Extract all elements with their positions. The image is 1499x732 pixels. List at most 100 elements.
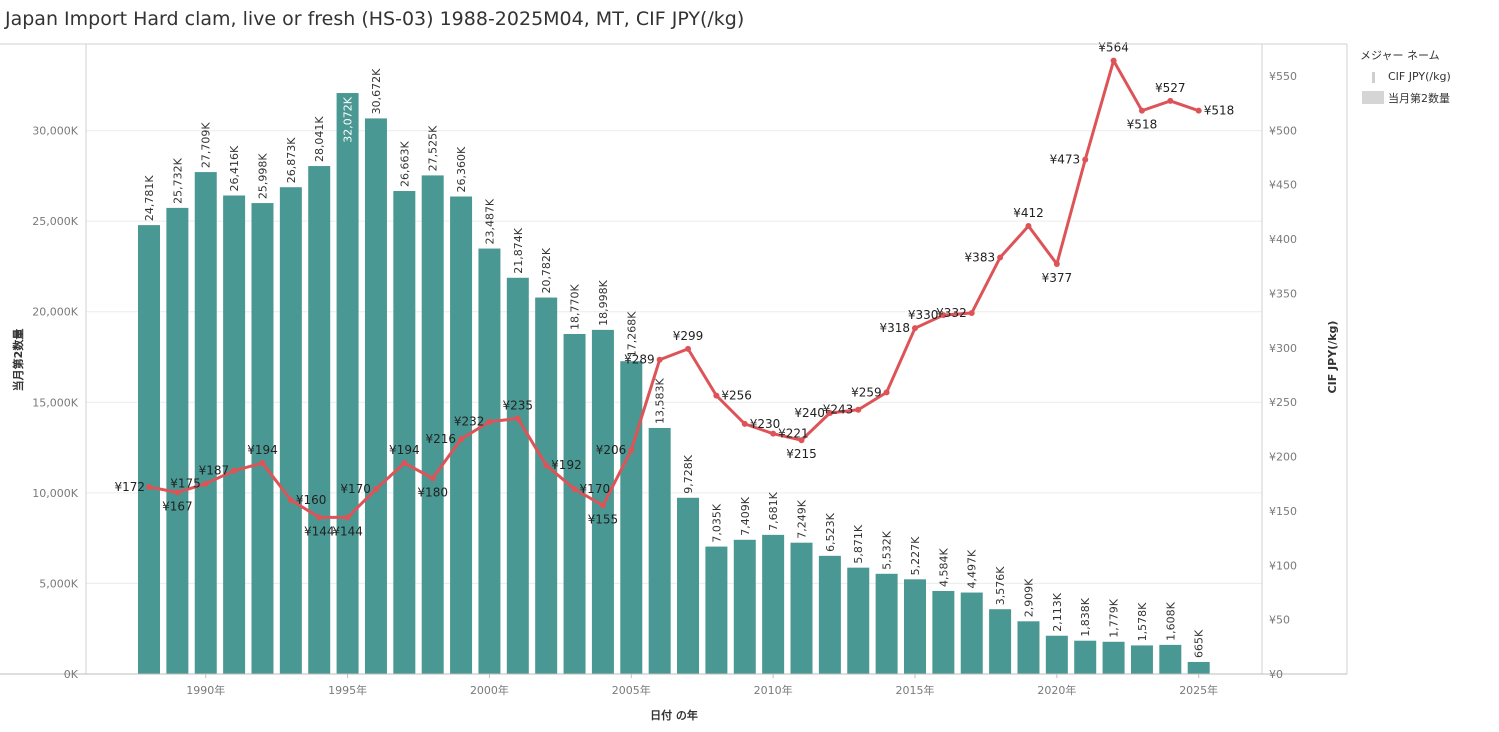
price-point [344,514,351,521]
y-tick-label: 30,000K [32,125,78,138]
price-point [1053,261,1060,268]
price-point [146,483,152,490]
bar-value-label: 1,779K [1108,598,1121,637]
price-point [174,489,181,496]
bar [563,333,586,674]
bar-value-label: 7,409K [739,496,752,535]
price-value-label: ¥240 [794,406,825,420]
price-point [855,406,862,413]
chart-title: Japan Import Hard clam, live or fresh (H… [5,8,745,30]
y2-tick-label: ¥0 [1269,668,1283,681]
y2-tick-label: ¥250 [1269,396,1297,409]
price-value-label: ¥155 [588,512,619,526]
bar [989,609,1012,674]
price-line [147,59,1201,519]
price-value-label: ¥221 [778,427,809,441]
price-point [316,514,323,521]
price-value-label: ¥243 [823,403,854,417]
y2-tick-label: ¥100 [1269,559,1297,572]
bar [818,555,841,674]
legend-item-quantity[interactable]: 当月第2数量 [1360,89,1450,109]
price-value-label: ¥172 [114,480,145,494]
bar [1130,645,1153,674]
y2-tick-label: ¥500 [1269,124,1297,137]
bar-value-label: 24,781K [143,175,156,221]
price-value-label: ¥192 [551,458,582,472]
axes: 0K 5,000K 10,000K 15,000K 20,000K 25,000K 30,0… [0,43,1348,722]
price-point [628,446,635,453]
bar-value-label: 17,268K [625,311,638,357]
legend-title: メジャー ネーム [1360,49,1440,62]
bar-value-label: 1,578K [1136,602,1149,641]
x-tick-label: 2005年 [612,683,651,697]
price-point [571,486,578,493]
bar [421,175,444,674]
x-tick-label: 2015年 [895,683,934,697]
price-point [713,392,720,399]
y2-tick-label: ¥150 [1269,505,1297,518]
price-value-label: ¥527 [1155,81,1186,95]
price-value-label: ¥187 [199,464,230,478]
price-point [1167,97,1174,104]
bar-value-label: 26,416K [228,145,241,191]
price-value-label: ¥144 [304,524,335,538]
bar-value-label: 25,732K [171,157,184,203]
price-value-label: ¥412 [1013,206,1044,220]
price-point [741,420,748,427]
bar [506,277,529,674]
bar [847,567,870,674]
price-value-label: ¥289 [624,353,655,367]
price-value-label: ¥235 [503,398,534,412]
y-tick-label: 20,000K [32,306,78,319]
bar-value-label: 6,523K [824,512,837,551]
bar-value-label: 18,998K [597,279,610,325]
bar-value-label: 13,583K [654,377,667,423]
price-point [997,254,1004,261]
x-tick-label: 2025年 [1179,683,1218,697]
bar [535,297,558,674]
price-point [287,497,294,504]
bar [1187,661,1210,674]
line-series [146,57,1202,521]
bar-value-label: 5,532K [881,530,894,569]
y-tick-label: 10,000K [32,487,78,500]
price-value-label: ¥216 [426,432,457,446]
bar-labels: 24,781K 25,732K 27,709K 26,416K 25,998K 26,87… [143,68,1206,658]
bar-value-label: 2,909K [1022,578,1035,617]
legend-label-quantity: 当月第2数量 [1388,92,1450,105]
price-value-label: ¥256 [721,389,752,403]
bar [932,590,955,674]
legend-item-price[interactable]: CIF JPY(/kg) [1360,69,1451,89]
bar [733,539,756,674]
bar-value-label: 2,113K [1051,592,1064,631]
price-value-label: ¥215 [786,447,817,461]
bar [166,207,189,675]
bar [705,546,728,674]
price-point [458,436,465,443]
price-value-label: ¥518 [1204,104,1235,118]
price-point [883,389,890,396]
price-value-label: ¥230 [750,417,781,431]
price-value-label: ¥383 [965,250,996,264]
price-point [401,460,408,467]
price-point [826,410,833,417]
price-value-label: ¥473 [1050,153,1081,167]
bar [875,573,898,674]
legend: メジャー ネーム CIF JPY(/kg) 当月第2数量 [1360,47,1451,109]
bar-value-label: 25,998K [256,153,269,199]
bar [251,203,274,674]
price-point [231,467,238,474]
price-value-label: ¥170 [580,482,611,496]
price-point [968,309,975,316]
bar-value-label: 4,497K [966,549,979,588]
legend-bar-swatch [1362,91,1384,104]
bar-value-label: 26,360K [455,146,468,192]
x-tick-label: 2010年 [754,683,793,697]
bar [620,361,643,674]
price-point [911,325,918,332]
bar-value-label: 665K [1193,629,1206,658]
y2-tick-label: ¥200 [1269,451,1297,464]
price-value-label: ¥144 [332,524,363,538]
price-value-label: ¥206 [596,443,627,457]
bar [478,248,501,674]
